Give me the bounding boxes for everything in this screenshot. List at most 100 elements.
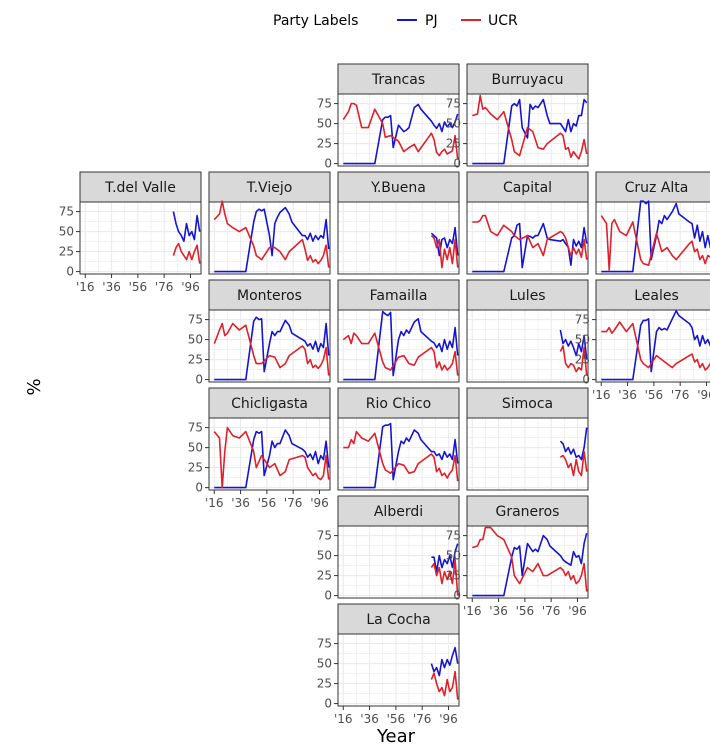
series-line-ucr-trancas	[342, 102, 459, 160]
y-tick-label: 0	[195, 481, 203, 495]
series-line-pj-rio-chico	[343, 422, 459, 489]
strip-lules	[466, 279, 589, 311]
y-tick-label: 75	[317, 97, 332, 111]
series-line-pj-chicligasta	[214, 429, 330, 489]
strip-label-chicligasta: Chicligasta	[231, 396, 308, 412]
x-tick-label: '56	[516, 604, 535, 618]
panel-border-rio-chico	[337, 417, 460, 491]
y-axis-la-cocha: 0 25 50 75	[317, 637, 338, 711]
y-tick-label: 0	[66, 265, 74, 279]
y-tick-label: 75	[188, 421, 203, 435]
series-line-ucr-burruyacu	[472, 94, 588, 160]
x-tick-label: '16	[334, 712, 353, 726]
x-tick-label: '76	[671, 388, 690, 402]
x-tick-label: '96	[568, 604, 587, 618]
series-line-pj-t-del-valle	[172, 211, 201, 242]
panel-capital: Capital	[466, 171, 589, 275]
y-tick-label: 25	[188, 353, 203, 367]
series-line-pj-simoca	[559, 427, 588, 461]
x-tick-label: '76	[284, 496, 303, 510]
x-tick-label: '76	[413, 712, 432, 726]
panel-graneros: Graneros 0 25 50 75 '16 '36 '56 '76 '96	[446, 495, 589, 618]
x-tick-label: '36	[102, 280, 121, 294]
strip-label-monteros: Monteros	[237, 288, 302, 304]
y-axis-leales: 0 25 50 75	[575, 313, 596, 387]
strip-graneros	[466, 495, 589, 527]
y-tick-label: 75	[59, 205, 74, 219]
series-line-pj-capital	[472, 222, 588, 273]
y-tick-label: 25	[59, 245, 74, 259]
series-line-pj-burruyacu	[472, 98, 588, 165]
series-line-ucr-famailla	[342, 332, 459, 376]
strip-label-famailla: Famailla	[370, 288, 428, 304]
x-axis-t-del-valle: '16 '36 '56 '76 '96	[76, 274, 200, 294]
series-line-ucr-t-viejo	[213, 200, 330, 268]
x-tick-label: '36	[231, 496, 250, 510]
x-tick-label: '96	[697, 388, 710, 402]
y-tick-label: 50	[446, 549, 461, 563]
series-line-ucr-la-cocha	[430, 670, 459, 700]
panel-border-t-del-valle	[79, 201, 202, 275]
panel-border-simoca	[466, 417, 589, 491]
y-tick-label: 75	[575, 313, 590, 327]
legend-title: Party Labels	[273, 13, 358, 29]
y-tick-label: 25	[446, 569, 461, 583]
strip-trancas	[337, 63, 460, 95]
series-line-ucr-alberdi	[430, 558, 459, 596]
legend-label-pj: PJ	[425, 13, 438, 29]
series-line-ucr-monteros	[213, 322, 330, 376]
strip-monteros	[208, 279, 331, 311]
gridlines-burruyacu	[467, 94, 588, 166]
panel-alberdi: Alberdi 0 25 50 75	[317, 495, 460, 603]
y-tick-label: 75	[446, 97, 461, 111]
x-tick-label: '56	[387, 712, 406, 726]
x-tick-label: '36	[489, 604, 508, 618]
y-tick-label: 75	[446, 529, 461, 543]
panel-y-buena: Y.Buena	[337, 171, 460, 275]
panel-border-trancas	[337, 93, 460, 167]
y-tick-label: 25	[188, 461, 203, 475]
x-tick-label: '56	[258, 496, 277, 510]
legend: Party Labels PJ UCR	[273, 13, 518, 29]
y-axis-burruyacu: 0 25 50 75	[446, 97, 467, 171]
gridlines-la-cocha	[338, 634, 459, 706]
panel-simoca: Simoca	[466, 387, 589, 491]
panel-monteros: Monteros 0 25 50 75	[188, 279, 331, 387]
series-line-ucr-lules	[559, 345, 588, 376]
strip-label-y-buena: Y.Buena	[370, 180, 426, 196]
panel-border-alberdi	[337, 525, 460, 599]
strip-label-trancas: Trancas	[371, 72, 425, 88]
panel-famailla: Famailla	[337, 279, 460, 383]
panel-burruyacu: Burruyacu 0 25 50 75	[446, 63, 589, 171]
plot-area-la-cocha	[337, 633, 460, 707]
y-tick-label: 25	[446, 137, 461, 151]
strip-famailla	[337, 279, 460, 311]
gridlines-y-buena	[338, 202, 459, 274]
series-line-ucr-graneros	[472, 526, 588, 592]
series-line-ucr-y-buena	[430, 235, 459, 269]
series-line-pj-t-viejo	[214, 206, 330, 273]
legend-label-ucr: UCR	[488, 13, 518, 29]
y-tick-label: 50	[446, 117, 461, 131]
strip-label-cruz-alta: Cruz Alta	[625, 180, 689, 196]
panel-trancas: Trancas 0 25 50 75	[317, 63, 460, 171]
strip-label-alberdi: Alberdi	[374, 504, 423, 520]
panel-t-del-valle: T.del Valle 0 25 50 75 '16 '36 '56 '76 '96	[59, 171, 202, 294]
panel-border-t-viejo	[208, 201, 331, 275]
series-line-pj-graneros	[472, 533, 588, 597]
y-axis-title: %	[24, 378, 45, 395]
y-axis-t-del-valle: 0 25 50 75	[59, 205, 80, 279]
y-tick-label: 25	[575, 353, 590, 367]
strip-simoca	[466, 387, 589, 419]
y-tick-label: 50	[317, 657, 332, 671]
y-tick-label: 0	[453, 589, 461, 603]
panel-border-y-buena	[337, 201, 460, 275]
panel-leales: Leales 0 25 50 75 '16 '36 '56 '76 '96	[575, 279, 710, 402]
y-tick-label: 50	[59, 225, 74, 239]
x-tick-label: '56	[645, 388, 664, 402]
panel-border-la-cocha	[337, 633, 460, 707]
panel-border-cruz-alta	[595, 201, 710, 275]
